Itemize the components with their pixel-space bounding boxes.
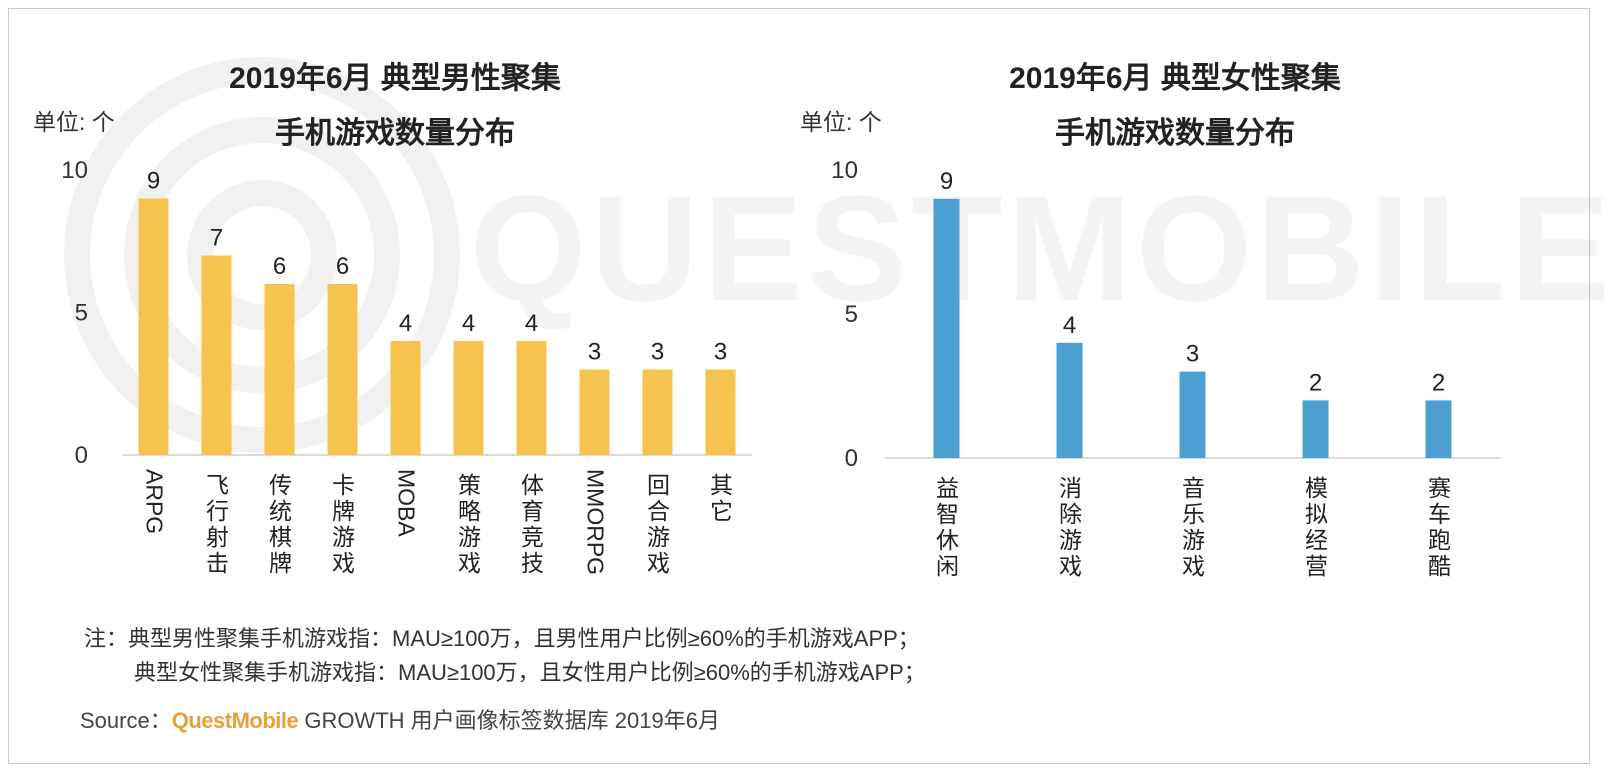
- category-label: 回合游戏: [647, 472, 670, 576]
- chart-title-line1: 2019年6月 典型女性聚集: [1009, 61, 1342, 95]
- category-label: 卡牌游戏: [332, 472, 355, 576]
- bar: [1425, 400, 1452, 458]
- notes: 注：典型男性聚集手机游戏指：MAU≥100万，且男性用户比例≥60%的手机游戏A…: [84, 622, 926, 690]
- category-label: 飞行射击: [206, 472, 229, 576]
- bar: [705, 369, 736, 455]
- bar: [933, 198, 960, 459]
- category-label: 体育竞技: [521, 472, 544, 576]
- chart-title-line1: 2019年6月 典型男性聚集: [229, 62, 562, 95]
- figure-frame: [8, 8, 1590, 764]
- unit-label: 单位: 个: [33, 109, 115, 135]
- data-label: 9: [147, 168, 160, 195]
- data-label: 6: [336, 253, 349, 280]
- bar: [642, 369, 673, 455]
- bar: [1179, 371, 1206, 458]
- category-label: MMORPG: [583, 469, 609, 575]
- data-label: 3: [714, 339, 727, 366]
- bar: [516, 341, 547, 455]
- data-label: 9: [940, 168, 953, 195]
- data-label: 7: [210, 225, 223, 252]
- data-label: 3: [651, 339, 664, 366]
- unit-label: 单位: 个: [800, 109, 882, 135]
- y-tick-label: 0: [845, 445, 858, 472]
- y-tick-label: 10: [61, 157, 88, 184]
- bar: [1056, 342, 1083, 458]
- source-line: Source：QuestMobile GROWTH 用户画像标签数据库 2019…: [80, 703, 720, 735]
- category-label: 音乐游戏: [1182, 475, 1205, 579]
- category-label: 策略游戏: [458, 472, 481, 576]
- bar: [453, 341, 484, 455]
- note-male: 注：典型男性聚集手机游戏指：MAU≥100万，且男性用户比例≥60%的手机游戏A…: [84, 626, 920, 651]
- bar: [390, 341, 421, 455]
- data-label: 3: [1186, 341, 1199, 368]
- category-label: 消除游戏: [1059, 475, 1082, 579]
- category-label: 益智休闲: [936, 475, 959, 579]
- note-female: 典型女性聚集手机游戏指：MAU≥100万，且女性用户比例≥60%的手机游戏APP…: [134, 660, 926, 685]
- source-text: GROWTH 用户画像标签数据库 2019年6月: [298, 708, 720, 733]
- data-label: 2: [1432, 369, 1445, 396]
- bar: [579, 369, 610, 455]
- category-label: 传统棋牌: [269, 472, 292, 576]
- bar: [327, 284, 358, 455]
- category-label: 其它: [710, 472, 733, 524]
- data-label: 6: [273, 253, 286, 280]
- data-label: 4: [399, 310, 412, 337]
- chart-title-line2: 手机游戏数量分布: [1055, 117, 1295, 150]
- bar: [1302, 400, 1329, 458]
- y-tick-label: 5: [845, 301, 858, 328]
- category-label: ARPG: [142, 469, 168, 534]
- category-label: MOBA: [394, 469, 420, 537]
- source-brand: QuestMobile: [171, 708, 299, 733]
- data-label: 3: [588, 339, 601, 366]
- data-label: 4: [525, 310, 538, 337]
- category-label: 模拟经营: [1305, 475, 1328, 579]
- bar: [201, 255, 232, 455]
- bar: [264, 284, 295, 455]
- data-label: 4: [1063, 312, 1076, 339]
- data-label: 2: [1309, 369, 1322, 396]
- bar: [138, 198, 169, 455]
- y-tick-label: 10: [831, 157, 858, 184]
- chart-title-line2: 手机游戏数量分布: [275, 117, 515, 150]
- y-tick-label: 5: [75, 300, 88, 327]
- data-label: 4: [462, 310, 475, 337]
- y-tick-label: 0: [75, 442, 88, 469]
- category-label: 赛车跑酷: [1428, 475, 1451, 579]
- source-prefix: Source：: [80, 708, 172, 733]
